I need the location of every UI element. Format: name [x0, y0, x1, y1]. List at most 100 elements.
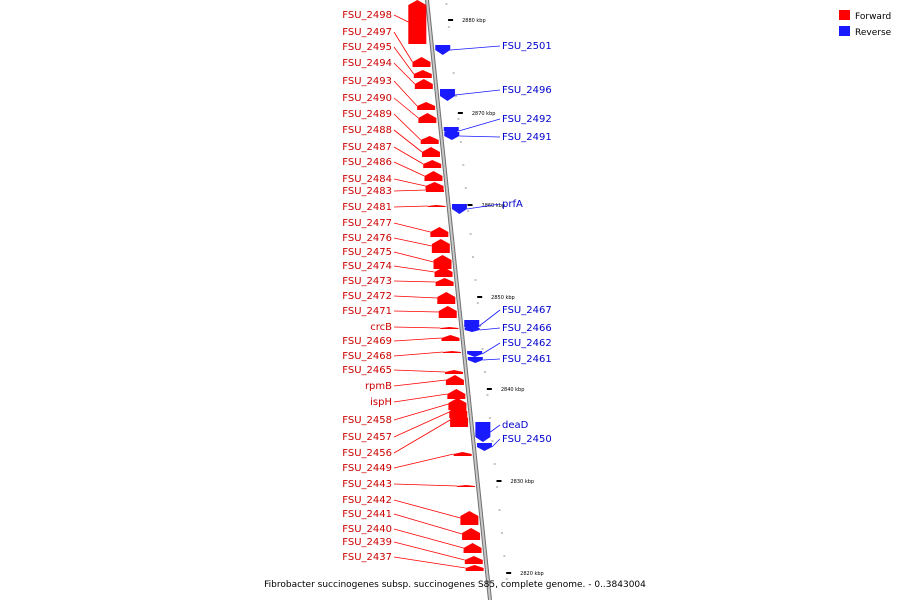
forward-gene-label: FSU_2469	[342, 336, 392, 347]
forward-gene-label: rpmB	[365, 381, 392, 392]
forward-gene	[424, 171, 443, 181]
forward-gene-label: FSU_2489	[342, 109, 392, 120]
reverse-gene-label: FSU_2461	[502, 354, 552, 365]
forward-gene-label: FSU_2475	[342, 247, 392, 258]
reverse-gene	[467, 357, 483, 363]
gene-connector	[393, 146, 424, 165]
tick-label: 2870 kbp	[472, 111, 496, 117]
forward-gene-label: FSU_2440	[342, 524, 392, 535]
caption: Fibrobacter succinogenes subsp. succinog…	[264, 580, 646, 590]
forward-gene	[427, 205, 446, 207]
gene-connector	[393, 419, 451, 454]
forward-gene	[430, 227, 449, 237]
gene-connector	[481, 342, 501, 355]
forward-gene	[421, 147, 440, 157]
gene-connector	[393, 541, 465, 561]
gene-connector	[393, 499, 461, 519]
forward-gene-label: FSU_2439	[342, 537, 392, 548]
forward-gene	[457, 485, 476, 487]
reverse-gene	[475, 422, 491, 442]
forward-gene-label: FSU_2472	[342, 291, 392, 302]
forward-gene	[462, 528, 481, 540]
forward-gene-label: FSU_2456	[342, 448, 392, 459]
gene-connector	[393, 237, 432, 247]
gene-connector	[393, 189, 426, 192]
forward-gene	[425, 188, 444, 192]
forward-gene-label: FSU_2468	[342, 351, 392, 362]
forward-gene	[418, 113, 437, 123]
gene-connector	[479, 327, 501, 331]
forward-gene-label: FSU_2471	[342, 306, 392, 317]
forward-gene	[445, 370, 464, 374]
gene-connector	[491, 438, 501, 448]
gene-connector	[393, 205, 428, 208]
forward-gene-label: FSU_2495	[342, 42, 392, 53]
reverse-gene	[464, 328, 480, 332]
tick-label: 2840 kbp	[501, 387, 525, 393]
forward-gene-label: FSU_2487	[342, 142, 392, 153]
forward-gene-label: FSU_2497	[342, 27, 392, 38]
gene-connector	[393, 31, 413, 63]
gene-connector	[454, 89, 501, 96]
forward-gene-label: FSU_2476	[342, 233, 392, 244]
gene-connector	[458, 118, 501, 132]
legend-forward-label: Forward	[855, 12, 891, 22]
gene-connector	[393, 556, 466, 569]
forward-gene-label: FSU_2486	[342, 157, 392, 168]
reverse-gene	[444, 132, 460, 140]
reverse-gene	[467, 351, 483, 357]
forward-gene	[412, 57, 431, 67]
gene-connector	[393, 46, 415, 75]
forward-gene	[447, 389, 466, 399]
forward-gene	[442, 351, 461, 353]
forward-gene	[450, 413, 469, 427]
gene-connector	[393, 129, 423, 153]
reverse-gene-label: prfA	[502, 199, 523, 210]
gene-connector	[393, 369, 446, 373]
forward-gene	[437, 292, 456, 304]
gene-connector	[393, 379, 446, 387]
forward-gene-label: FSU_2488	[342, 125, 392, 136]
forward-gene	[445, 375, 464, 385]
tick-label: 2830 kbp	[511, 479, 535, 485]
reverse-gene-label: FSU_2467	[502, 305, 552, 316]
forward-genes: FSU_2498 FSU_2497 FSU_2495 FSU_2494 FSU_2493…	[342, 0, 484, 571]
forward-gene	[423, 160, 442, 168]
forward-gene	[448, 398, 467, 410]
reverse-gene	[451, 204, 467, 214]
forward-gene	[434, 267, 453, 277]
reverse-gene-label: FSU_2466	[502, 323, 552, 334]
forward-gene-label: FSU_2493	[342, 76, 392, 87]
gene-connector	[466, 203, 501, 210]
gene-connector	[393, 265, 435, 273]
legend-reverse-swatch	[839, 26, 850, 36]
gene-connector	[393, 513, 463, 535]
forward-gene	[465, 565, 484, 571]
tick-label: 2820 kbp	[520, 571, 544, 577]
forward-gene	[413, 70, 432, 78]
forward-gene-label: FSU_2481	[342, 202, 392, 213]
legend: Forward Reverse	[839, 10, 892, 38]
forward-gene-label: FSU_2498	[342, 10, 392, 21]
gene-connector	[393, 403, 449, 421]
reverse-gene	[476, 443, 492, 451]
gene-connector	[393, 222, 431, 233]
forward-gene-label: FSU_2490	[342, 93, 392, 104]
forward-gene	[460, 511, 479, 525]
forward-gene	[464, 556, 483, 564]
legend-forward-swatch	[839, 10, 850, 20]
gene-connector	[393, 453, 454, 469]
forward-gene	[420, 136, 439, 144]
reverse-gene-label: FSU_2450	[502, 434, 552, 445]
forward-gene-label: FSU_2457	[342, 432, 392, 443]
forward-gene-label: FSU_2483	[342, 186, 392, 197]
gene-connector	[393, 178, 426, 187]
minor-ticks	[445, 3, 508, 580]
gene-connector	[393, 337, 442, 342]
forward-gene-label: FSU_2437	[342, 552, 392, 563]
forward-gene	[408, 0, 427, 44]
forward-gene	[463, 543, 482, 553]
legend-reverse-label: Reverse	[855, 28, 892, 38]
tick-mark	[486, 388, 492, 390]
